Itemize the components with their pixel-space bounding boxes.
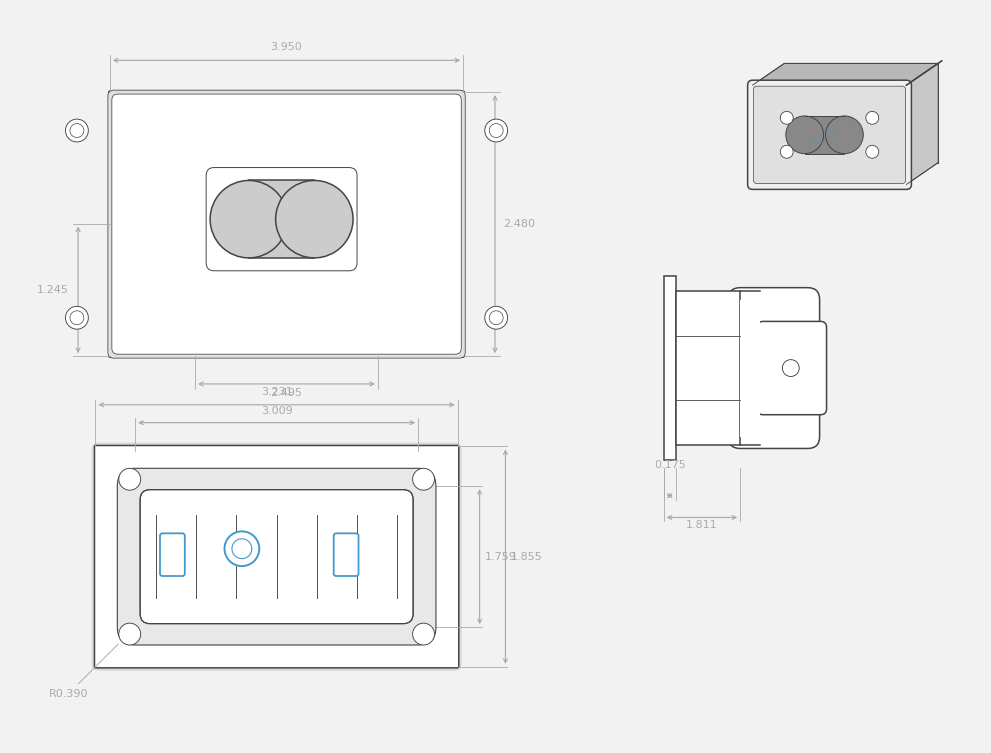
Text: 1.759: 1.759 — [485, 552, 516, 562]
FancyBboxPatch shape — [108, 90, 465, 358]
Text: 0.175: 0.175 — [654, 460, 686, 470]
Circle shape — [65, 119, 88, 142]
Circle shape — [780, 111, 793, 124]
Bar — [676, 291, 740, 445]
Text: 3.950: 3.950 — [271, 42, 302, 53]
FancyBboxPatch shape — [334, 533, 359, 576]
FancyBboxPatch shape — [112, 94, 461, 354]
Polygon shape — [752, 63, 938, 85]
FancyBboxPatch shape — [94, 446, 459, 668]
Text: 3.009: 3.009 — [261, 406, 292, 416]
Circle shape — [225, 532, 260, 566]
Text: 1.245: 1.245 — [37, 285, 68, 295]
Text: 3.231: 3.231 — [261, 387, 292, 397]
FancyBboxPatch shape — [747, 81, 912, 190]
Text: 2.495: 2.495 — [271, 388, 302, 398]
Circle shape — [782, 360, 800, 376]
Text: R0.390: R0.390 — [49, 644, 118, 699]
Circle shape — [275, 181, 353, 258]
Circle shape — [485, 306, 507, 329]
FancyBboxPatch shape — [753, 86, 906, 184]
FancyBboxPatch shape — [757, 322, 826, 415]
Text: 1.855: 1.855 — [510, 552, 542, 562]
Text: 1.811: 1.811 — [686, 520, 717, 530]
Circle shape — [826, 116, 863, 154]
FancyBboxPatch shape — [108, 90, 465, 358]
Circle shape — [866, 145, 879, 158]
FancyBboxPatch shape — [91, 443, 462, 671]
Bar — [740, 300, 760, 437]
Circle shape — [70, 123, 84, 138]
Circle shape — [412, 468, 434, 490]
Polygon shape — [784, 63, 938, 163]
Circle shape — [412, 623, 434, 645]
Circle shape — [119, 468, 141, 490]
FancyBboxPatch shape — [160, 533, 184, 576]
Bar — [805, 116, 844, 154]
FancyBboxPatch shape — [728, 288, 820, 449]
Text: 2.480: 2.480 — [503, 219, 535, 229]
Polygon shape — [907, 63, 938, 184]
Circle shape — [210, 181, 287, 258]
Circle shape — [866, 111, 879, 124]
FancyBboxPatch shape — [117, 468, 436, 645]
Circle shape — [70, 311, 84, 325]
Circle shape — [490, 311, 503, 325]
Circle shape — [786, 116, 824, 154]
Bar — [249, 181, 314, 258]
Circle shape — [232, 539, 252, 559]
Circle shape — [490, 123, 503, 138]
Circle shape — [780, 145, 793, 158]
FancyBboxPatch shape — [109, 91, 464, 357]
Circle shape — [485, 119, 507, 142]
Circle shape — [65, 306, 88, 329]
FancyBboxPatch shape — [140, 489, 413, 623]
FancyBboxPatch shape — [142, 492, 411, 622]
Circle shape — [119, 623, 141, 645]
Bar — [664, 276, 676, 460]
